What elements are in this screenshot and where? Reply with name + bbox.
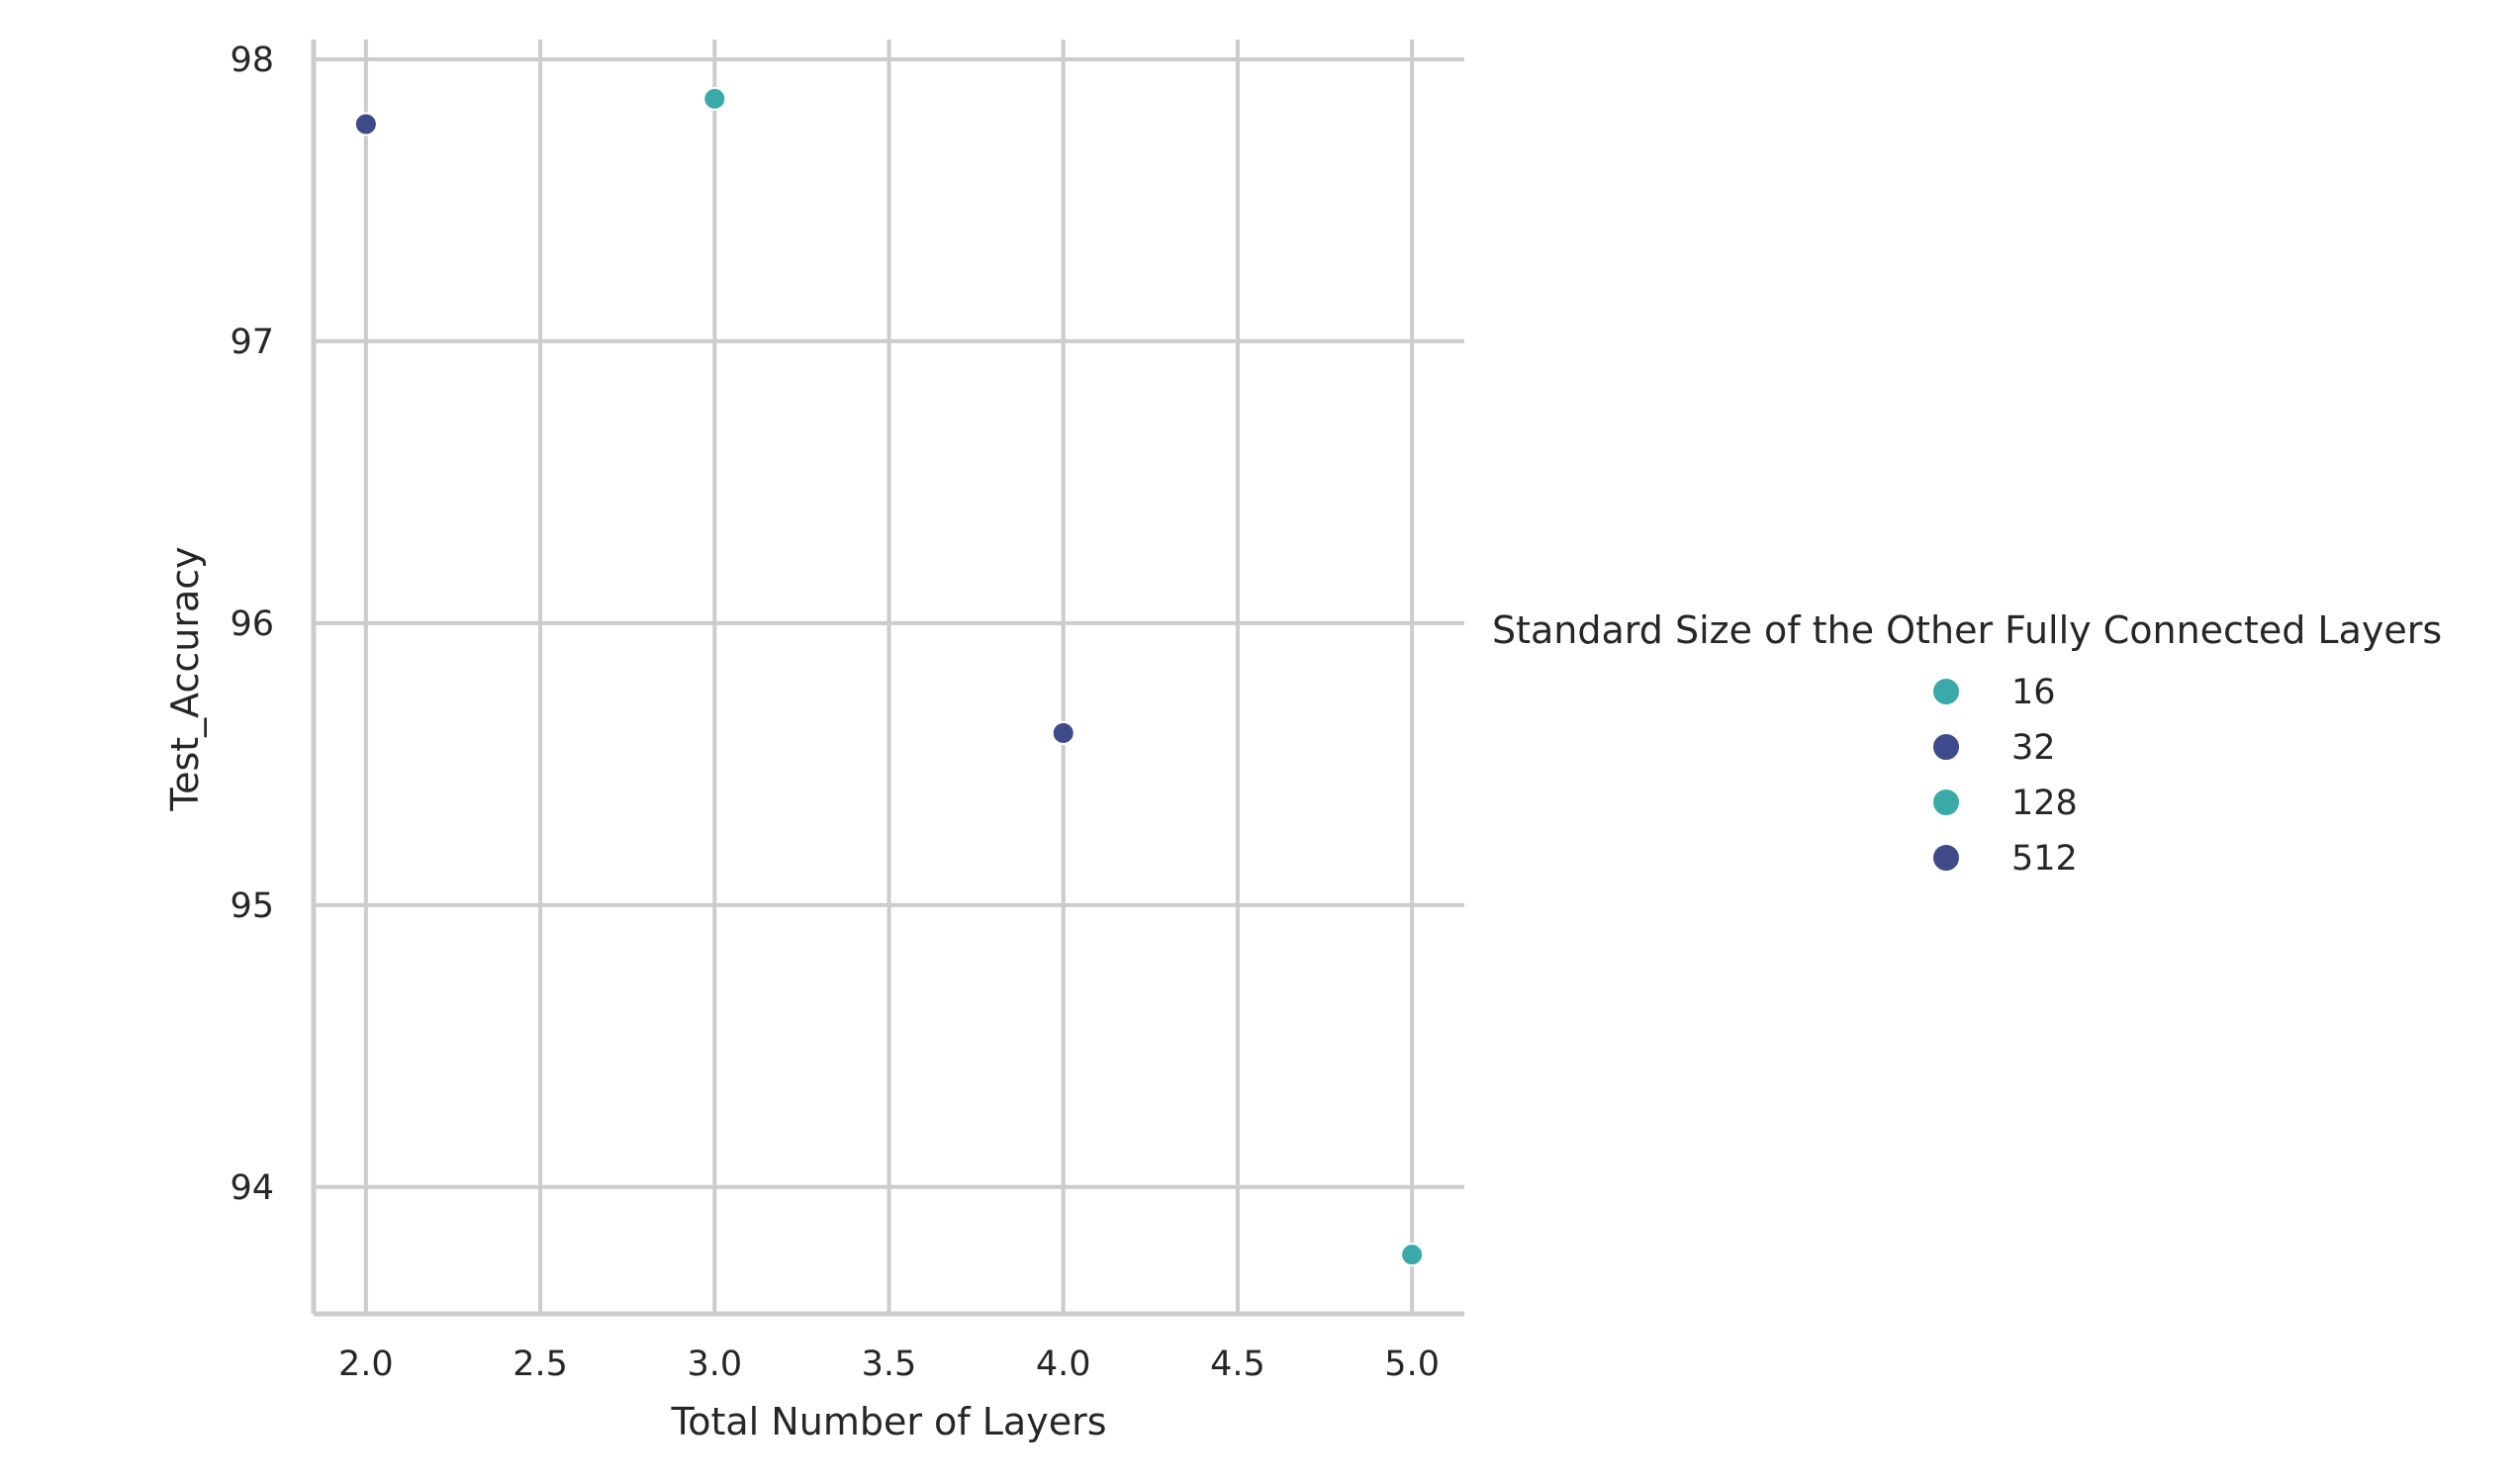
x-tick-label: 2.5	[513, 1345, 568, 1384]
data-point	[1400, 1243, 1425, 1267]
x-tick-label: 3.5	[862, 1345, 917, 1384]
y-tick-label: 98	[230, 41, 274, 80]
data-point	[702, 86, 727, 111]
y-tick-label: 94	[230, 1168, 274, 1208]
data-point	[353, 112, 378, 137]
legend-marker	[1931, 788, 1961, 817]
x-axis-label: Total Number of Layers	[670, 1400, 1106, 1443]
x-tick-label: 4.0	[1036, 1345, 1091, 1384]
legend-entry-label: 512	[2011, 839, 2078, 879]
x-tick-label: 3.0	[687, 1345, 742, 1384]
y-axis-label: Test_Accuracy	[163, 546, 207, 811]
legend-entry-label: 16	[2011, 673, 2056, 712]
axes	[311, 40, 1464, 1317]
legend: Standard Size of the Other Fully Connect…	[1492, 608, 2442, 879]
data-points	[353, 86, 1425, 1267]
y-tick-label: 97	[230, 323, 274, 362]
x-tick-label: 2.0	[338, 1345, 394, 1384]
x-tick-label: 4.5	[1210, 1345, 1265, 1384]
grid	[314, 40, 1464, 1314]
legend-title: Standard Size of the Other Fully Connect…	[1492, 608, 2442, 652]
legend-marker	[1931, 732, 1961, 762]
y-tick-label: 96	[230, 604, 274, 644]
legend-entry-label: 128	[2011, 784, 2078, 823]
tick-labels: 2.0 2.5 3.0 3.5 4.0 4.5 5.0 94 95 96 97 98	[230, 41, 1440, 1384]
x-tick-label: 5.0	[1384, 1345, 1440, 1384]
legend-entry-label: 32	[2011, 728, 2056, 768]
legend-marker	[1931, 843, 1961, 873]
data-point	[1051, 720, 1075, 745]
legend-marker	[1931, 677, 1961, 706]
y-tick-label: 95	[230, 886, 274, 926]
